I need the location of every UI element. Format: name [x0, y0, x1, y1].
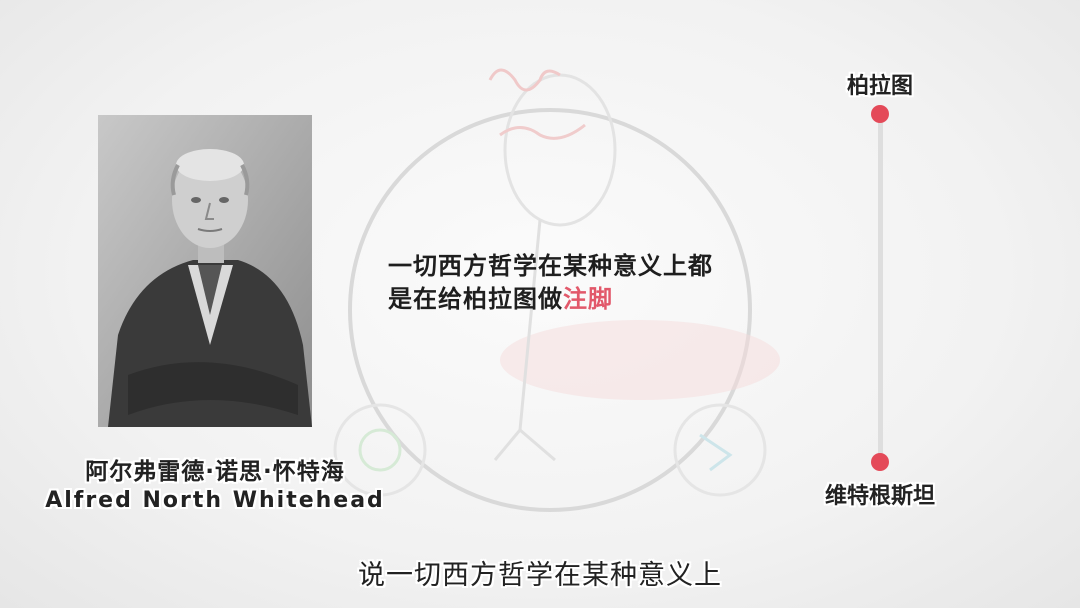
background-doodle [333, 68, 780, 512]
quote-line-1: 一切西方哲学在某种意义上都 [388, 252, 713, 280]
quote-text: 一切西方哲学在某种意义上都 是在给柏拉图做注脚 [388, 250, 808, 316]
person-name-english: Alfred North Whitehead [45, 488, 385, 513]
person-name-chinese: 阿尔弗雷德·诺思·怀特海 [85, 459, 345, 485]
timeline-label-plato: 柏拉图 [846, 74, 913, 99]
quote-line-2-text: 是在给柏拉图做 [388, 285, 563, 313]
timeline-dot-end [871, 453, 889, 471]
quote-highlight: 注脚 [563, 285, 613, 313]
video-subtitle: 说一切西方哲学在某种意义上 [358, 560, 722, 591]
timeline-dot-start [871, 105, 889, 123]
portrait-photo [98, 115, 312, 427]
quote-line-2: 是在给柏拉图做注脚 [388, 283, 808, 316]
timeline-label-wittgenstein: 维特根斯坦 [824, 484, 935, 509]
philosopher-timeline: 柏拉图 维特根斯坦 [800, 60, 960, 520]
timeline-line [878, 112, 883, 462]
